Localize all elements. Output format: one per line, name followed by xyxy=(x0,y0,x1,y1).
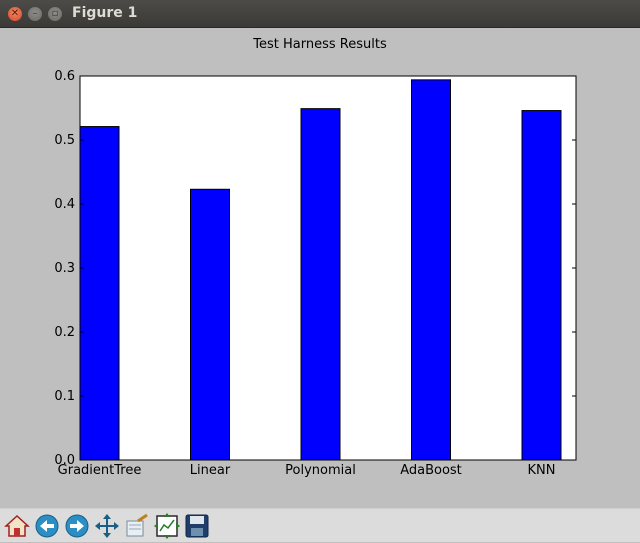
window-titlebar: ✕ – ▫ Figure 1 xyxy=(0,0,640,28)
x-tick-label: Polynomial xyxy=(285,463,356,478)
y-tick-label: 0.4 xyxy=(54,197,75,212)
x-tick-label: GradientTree xyxy=(58,463,142,478)
y-tick-label: 0.2 xyxy=(54,325,75,340)
chart-title: Test Harness Results xyxy=(252,37,387,52)
bar-knn xyxy=(521,110,562,461)
pan-button[interactable] xyxy=(94,513,120,539)
y-tick-label: 0.3 xyxy=(54,261,75,276)
back-button[interactable] xyxy=(34,513,60,539)
close-button[interactable]: ✕ xyxy=(8,7,22,21)
y-tick-label: 0.6 xyxy=(54,69,75,84)
save-button[interactable] xyxy=(184,513,210,539)
home-icon xyxy=(4,514,30,537)
home-button[interactable] xyxy=(4,513,30,539)
save-icon xyxy=(185,514,209,538)
zoom-icon xyxy=(126,513,148,537)
bar-chart: Test Harness Results GradientTree Linear P… xyxy=(54,37,577,478)
back-icon xyxy=(35,514,59,538)
forward-button[interactable] xyxy=(64,513,90,539)
figure-canvas: Test Harness Results GradientTree Linear P… xyxy=(0,28,640,508)
zoom-button[interactable] xyxy=(124,513,150,539)
window-title: Figure 1 xyxy=(72,5,138,21)
bar-linear xyxy=(190,188,230,461)
bar-polynomial xyxy=(300,108,341,461)
bar-gradienttree xyxy=(79,126,120,461)
y-tick-label: 0.1 xyxy=(54,389,75,404)
y-tick-label: 0.0 xyxy=(54,453,75,468)
bar-adaboost xyxy=(411,79,451,461)
toolbar xyxy=(0,508,640,542)
y-tick-label: 0.5 xyxy=(54,133,75,148)
subplots-button[interactable] xyxy=(154,513,180,539)
x-tick-label: AdaBoost xyxy=(400,463,462,478)
pan-icon xyxy=(95,514,119,538)
subplots-icon xyxy=(154,513,180,539)
x-tick-label: KNN xyxy=(528,463,556,478)
x-tick-label: Linear xyxy=(190,463,231,478)
plot-frame xyxy=(79,75,577,461)
minimize-button[interactable]: – xyxy=(28,7,42,21)
forward-icon xyxy=(65,514,89,538)
maximize-button[interactable]: ▫ xyxy=(48,7,62,21)
